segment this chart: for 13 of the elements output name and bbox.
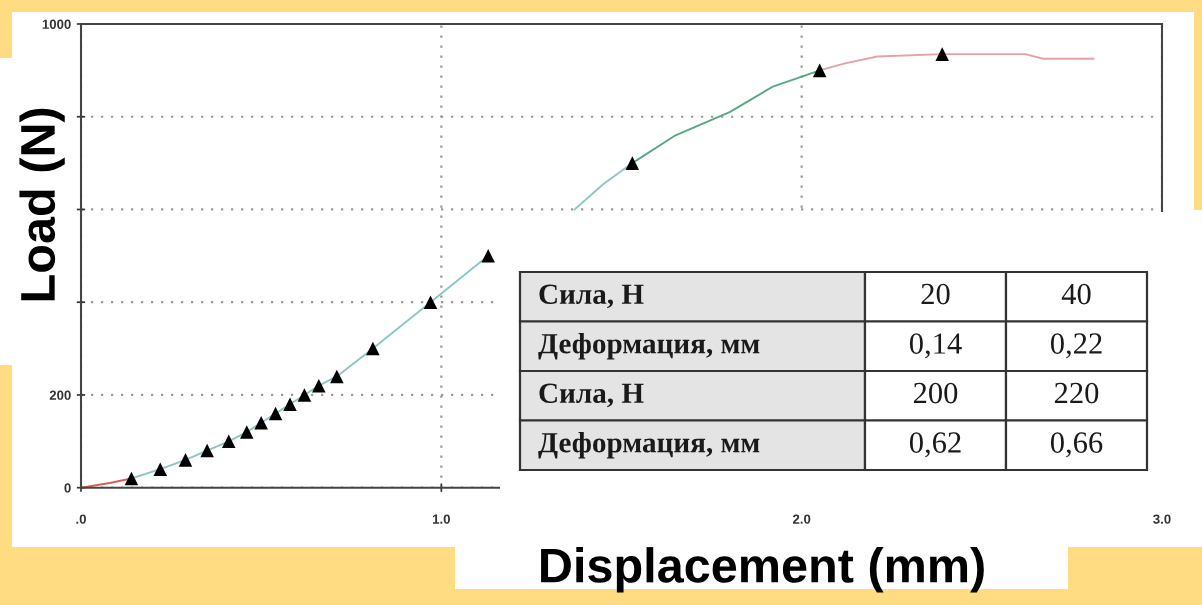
y-axis-title: Load (N) [19, 108, 65, 301]
text: Сила, Н 20 40 [539, 283, 1091, 309]
x-tick-label: 1.0 [432, 514, 450, 524]
y-tick-label: 200 [49, 390, 71, 400]
text: Деформация, мм 0,14 0,22 [538, 333, 1102, 360]
text: Сила, Н 200 220 [539, 382, 1099, 408]
text: Деформация, мм 0,62 0,66 [538, 432, 1103, 459]
x-tick-label: 2.0 [792, 514, 811, 524]
x-axis-title: Displacement (mm) [541, 547, 984, 593]
y-tick-label: 1000 [42, 19, 71, 29]
x-tick-label: .0 [76, 514, 86, 524]
x-tick-label: 3.0 [1153, 514, 1171, 524]
y-tick-label: 0 [64, 483, 71, 493]
